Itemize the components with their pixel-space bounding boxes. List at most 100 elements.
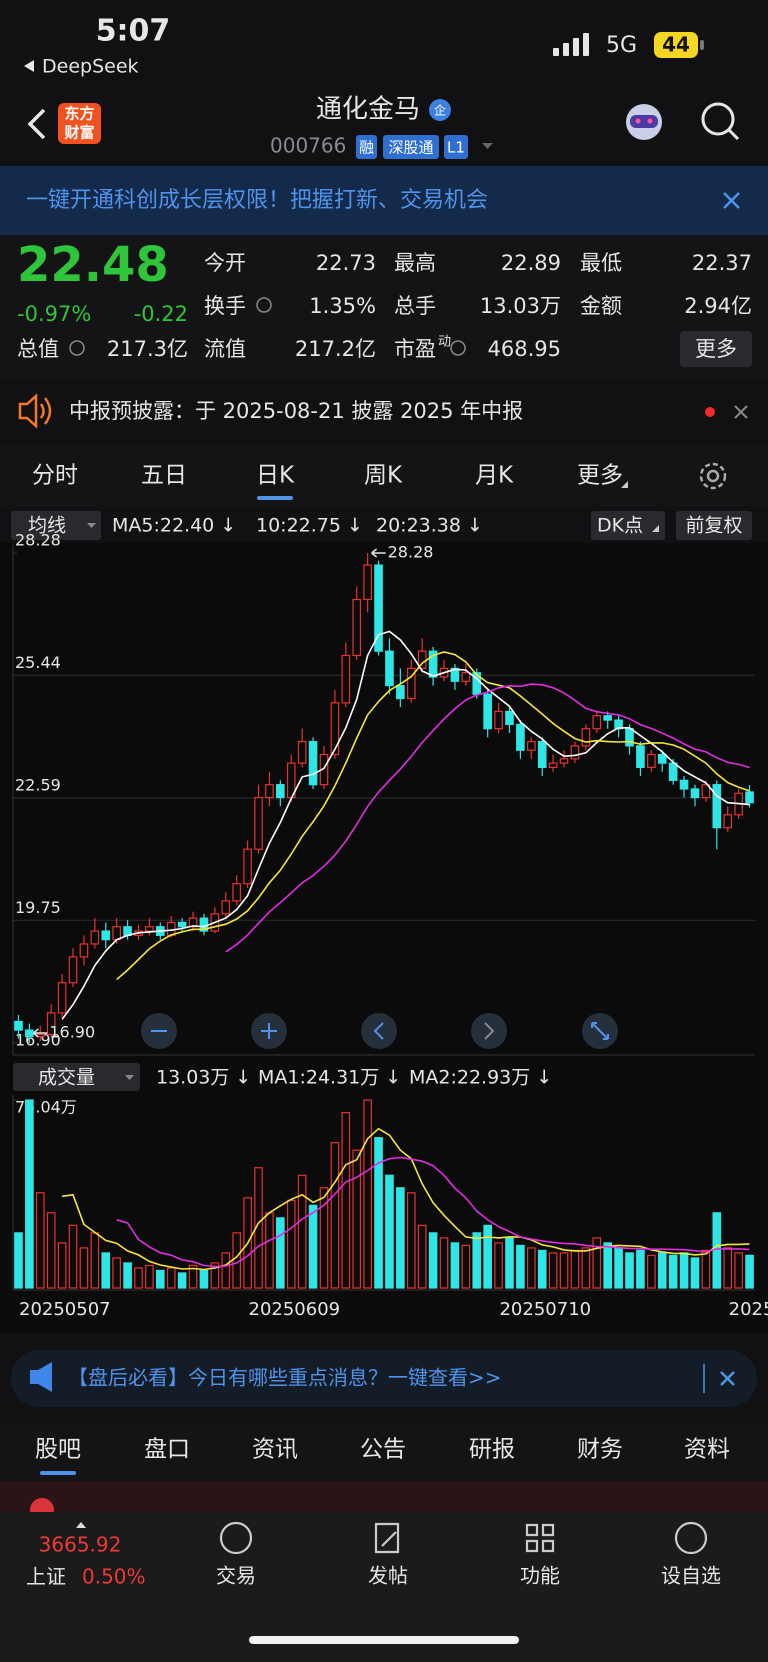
volume-bar [221, 1252, 231, 1289]
dk-text[interactable]: DK点 [597, 515, 643, 537]
fullscreen-button[interactable] [582, 1013, 618, 1049]
y-tick-label: 19.75 [15, 898, 61, 917]
unread-dot [705, 407, 715, 417]
nav-item[interactable]: 功能 [520, 1564, 560, 1588]
volume-bar [603, 1242, 613, 1289]
zoom-out-button[interactable] [141, 1013, 177, 1049]
tab[interactable]: 周K [364, 463, 403, 489]
volume-bar [297, 1174, 307, 1289]
subtab[interactable]: 资料 [684, 1437, 730, 1463]
zoom-in-button[interactable] [251, 1013, 287, 1049]
candle-body [745, 791, 754, 804]
adjust-button[interactable] [676, 511, 752, 540]
subtab[interactable]: 财务 [577, 1437, 623, 1463]
volume-bar [199, 1269, 209, 1289]
candle-body [145, 926, 154, 932]
back-button[interactable] [27, 108, 46, 140]
dropdown-icon[interactable] [482, 143, 493, 149]
volume-bar [581, 1247, 591, 1289]
banner-text[interactable]: 一键开通科创成长层权限！把握打新、交易机会 [26, 188, 488, 213]
nav-item[interactable]: 发帖 [368, 1564, 408, 1588]
search-icon[interactable] [701, 102, 740, 141]
subtab[interactable]: 股吧 [35, 1437, 81, 1463]
robot-icon[interactable] [626, 104, 662, 140]
dropdown-icon [87, 523, 96, 528]
watchlist-icon [674, 1521, 708, 1555]
dk-button[interactable] [591, 511, 665, 540]
post-icon [374, 1522, 400, 1554]
news-text[interactable]: 【盘后必看】今日有哪些重点消息？一键查看>> [68, 1366, 502, 1390]
volume-selector[interactable] [13, 1063, 140, 1091]
subtab[interactable]: 资讯 [252, 1437, 298, 1463]
annotation-label: 28.28 [388, 543, 434, 562]
more-button[interactable] [680, 331, 752, 367]
settings-icon[interactable] [699, 462, 727, 490]
annotation-label: 16.90 [49, 1023, 95, 1042]
promo-strip[interactable] [0, 1481, 768, 1512]
candle-body [232, 883, 242, 902]
candle-body [308, 740, 318, 786]
volume-bar [483, 1224, 492, 1289]
index-change[interactable]: 0.50% [82, 1565, 146, 1589]
notice-text[interactable]: 中报预披露：于 2025-08-21 披露 2025 年中报 [69, 399, 523, 423]
adjust-text[interactable]: 前复权 [685, 515, 742, 537]
index-name[interactable]: 上证 [26, 1565, 66, 1589]
tab[interactable]: 月K [475, 463, 514, 489]
candle-body [90, 930, 100, 945]
tab[interactable]: 分时 [32, 463, 78, 489]
subtab[interactable]: 研报 [469, 1437, 515, 1463]
info-icon [256, 297, 272, 313]
volume-bar [406, 1192, 416, 1289]
volume-mode[interactable]: 成交量 [38, 1067, 95, 1089]
candle-body [297, 740, 307, 764]
tab[interactable]: 五日 [141, 463, 187, 489]
change-pct: -0.97% [17, 302, 91, 326]
field-value: 2.94亿 [684, 294, 752, 318]
field-label: 总手 [394, 294, 436, 318]
candle-body [603, 715, 613, 721]
subtab[interactable]: 盘口 [144, 1437, 190, 1463]
price: 22.48 [17, 237, 169, 293]
back-app[interactable]: DeepSeek [42, 56, 139, 78]
nav-items: 交易 发帖 功能 设自选 [216, 1564, 721, 1588]
period-tabs: 分时 五日 日K 周K 月K 更多 [32, 463, 628, 500]
annotation-arrow [371, 548, 386, 558]
scroll-right-button[interactable] [471, 1013, 507, 1049]
info-icon [450, 340, 466, 356]
quote-panel [0, 235, 768, 380]
volume-ma-label: MA2:22.93万 ↓ [409, 1067, 552, 1089]
banner[interactable] [0, 166, 768, 235]
volume-ma-legend: MA1:24.31万 ↓ MA2:22.93万 ↓ [258, 1067, 552, 1089]
scroll-left-button[interactable] [361, 1013, 397, 1049]
badge-text: 企 [434, 103, 446, 118]
news-close[interactable] [720, 1371, 735, 1386]
candle-body [461, 672, 471, 682]
nav-item[interactable]: 交易 [216, 1564, 256, 1588]
nav-item[interactable]: 设自选 [661, 1564, 721, 1588]
volume-bar [276, 1217, 285, 1289]
candle-body [243, 848, 252, 885]
tab[interactable]: 更多 [577, 463, 623, 489]
notice-bar[interactable] [0, 382, 768, 443]
subtab[interactable]: 公告 [360, 1437, 406, 1463]
ma-mode[interactable]: 均线 [28, 515, 66, 537]
field-label: 最高 [394, 251, 436, 275]
volume-bar [319, 1187, 329, 1289]
more-text[interactable]: 更多 [695, 337, 737, 361]
candle-body [221, 900, 231, 915]
volume-bar [14, 1232, 23, 1289]
volume-bar [679, 1252, 689, 1289]
candle-body [57, 982, 67, 1014]
tag [356, 135, 377, 159]
candle-body [396, 685, 405, 700]
ma-selector[interactable] [11, 511, 101, 540]
news-bar[interactable] [11, 1350, 757, 1407]
stock-code: 000766 [270, 134, 346, 158]
banner-close[interactable] [723, 192, 740, 209]
volume-bar [734, 1252, 743, 1289]
tab[interactable]: 日K [256, 463, 295, 489]
index-value[interactable]: 3665.92 [39, 1533, 122, 1557]
notice-close[interactable] [734, 405, 748, 419]
volume-bar [155, 1269, 165, 1289]
candle-body [101, 930, 111, 941]
